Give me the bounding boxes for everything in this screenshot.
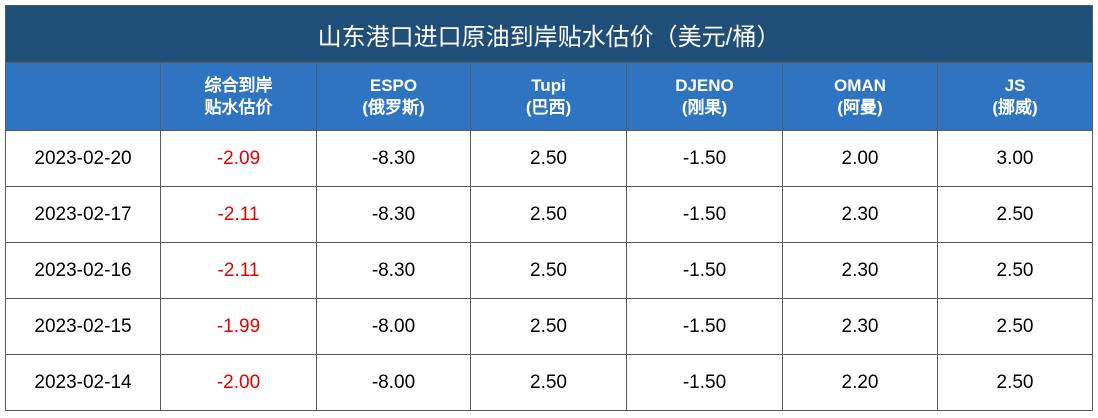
value-cell: -8.30 (316, 130, 471, 187)
value-cell: -8.30 (316, 242, 471, 299)
header-line: (刚果) (681, 97, 728, 117)
date-cell: 2023-02-15 (5, 298, 161, 355)
value-cell: -2.11 (160, 186, 317, 243)
value-cell: -1.50 (626, 242, 783, 299)
data-row: 2023-02-14 -2.00 -8.00 2.50 -1.50 2.20 2.50 (5, 354, 1094, 411)
header-cell: OMAN (阿曼) (782, 62, 938, 131)
value-cell: 2.50 (470, 354, 627, 411)
value-cell: 2.50 (470, 186, 627, 243)
header-line: (巴西) (525, 97, 572, 117)
header-line: JS (1004, 75, 1026, 95)
table-container: 山东港口进口原油到岸贴水估价（美元/桶） 综合到岸 贴水估价 ESPO (俄罗斯) Tu… (4, 5, 1094, 411)
header-line: (阿曼) (837, 97, 883, 117)
date-cell: 2023-02-17 (5, 186, 161, 243)
data-row: 2023-02-17 -2.11 -8.30 2.50 -1.50 2.30 2.50 (5, 186, 1094, 243)
table-title: 山东港口进口原油到岸贴水估价（美元/桶） (4, 5, 1094, 63)
header-line: ESPO (369, 75, 418, 95)
value-cell: -1.99 (160, 298, 317, 355)
date-cell: 2023-02-20 (5, 130, 161, 187)
value-cell: -2.11 (160, 242, 317, 299)
header-line: 贴水估价 (204, 97, 273, 117)
value-cell: 2.50 (936, 186, 1094, 243)
date-cell: 2023-02-16 (5, 242, 161, 299)
value-cell: 2.30 (782, 186, 938, 243)
value-cell: -8.00 (316, 298, 471, 355)
header-cell: Tupi (巴西) (470, 62, 627, 131)
value-cell: -1.50 (626, 354, 783, 411)
value-cell: 2.30 (782, 298, 938, 355)
value-cell: -1.50 (626, 130, 783, 187)
header-line: Tupi (531, 75, 566, 95)
header-line: OMAN (834, 75, 886, 95)
header-row: 综合到岸 贴水估价 ESPO (俄罗斯) Tupi (巴西) DJENO (刚果) OMAN (阿… (5, 62, 1094, 131)
header-cell (5, 62, 161, 131)
value-cell: -8.00 (316, 354, 471, 411)
header-cell: 综合到岸 贴水估价 (160, 62, 317, 131)
value-cell: 2.50 (936, 298, 1094, 355)
value-cell: -1.50 (626, 298, 783, 355)
value-cell: -2.00 (160, 354, 317, 411)
price-table: 山东港口进口原油到岸贴水估价（美元/桶） 综合到岸 贴水估价 ESPO (俄罗斯) Tu… (4, 5, 1094, 411)
header-line: (俄罗斯) (362, 97, 425, 117)
table-body: 2023-02-20 -2.09 -8.30 2.50 -1.50 2.00 3.00 202… (5, 130, 1094, 411)
data-row: 2023-02-20 -2.09 -8.30 2.50 -1.50 2.00 3.00 (5, 130, 1094, 187)
value-cell: 2.20 (782, 354, 938, 411)
value-cell: 2.00 (782, 130, 938, 187)
data-row: 2023-02-16 -2.11 -8.30 2.50 -1.50 2.30 2.50 (5, 242, 1094, 299)
header-cell: JS (挪威) (936, 62, 1094, 131)
header-line: (挪威) (992, 97, 1038, 117)
value-cell: 3.00 (936, 130, 1094, 187)
header-cell: DJENO (刚果) (626, 62, 783, 131)
value-cell: 2.50 (470, 242, 627, 299)
value-cell: 2.50 (936, 354, 1094, 411)
value-cell: 2.50 (470, 298, 627, 355)
value-cell: -8.30 (316, 186, 471, 243)
value-cell: -2.09 (160, 130, 317, 187)
header-line: DJENO (675, 75, 734, 95)
data-row: 2023-02-15 -1.99 -8.00 2.50 -1.50 2.30 2.50 (5, 298, 1094, 355)
value-cell: 2.50 (936, 242, 1094, 299)
header-cell: ESPO (俄罗斯) (316, 62, 471, 131)
value-cell: -1.50 (626, 186, 783, 243)
value-cell: 2.30 (782, 242, 938, 299)
value-cell: 2.50 (470, 130, 627, 187)
date-cell: 2023-02-14 (5, 354, 161, 411)
header-line: 综合到岸 (204, 75, 273, 95)
